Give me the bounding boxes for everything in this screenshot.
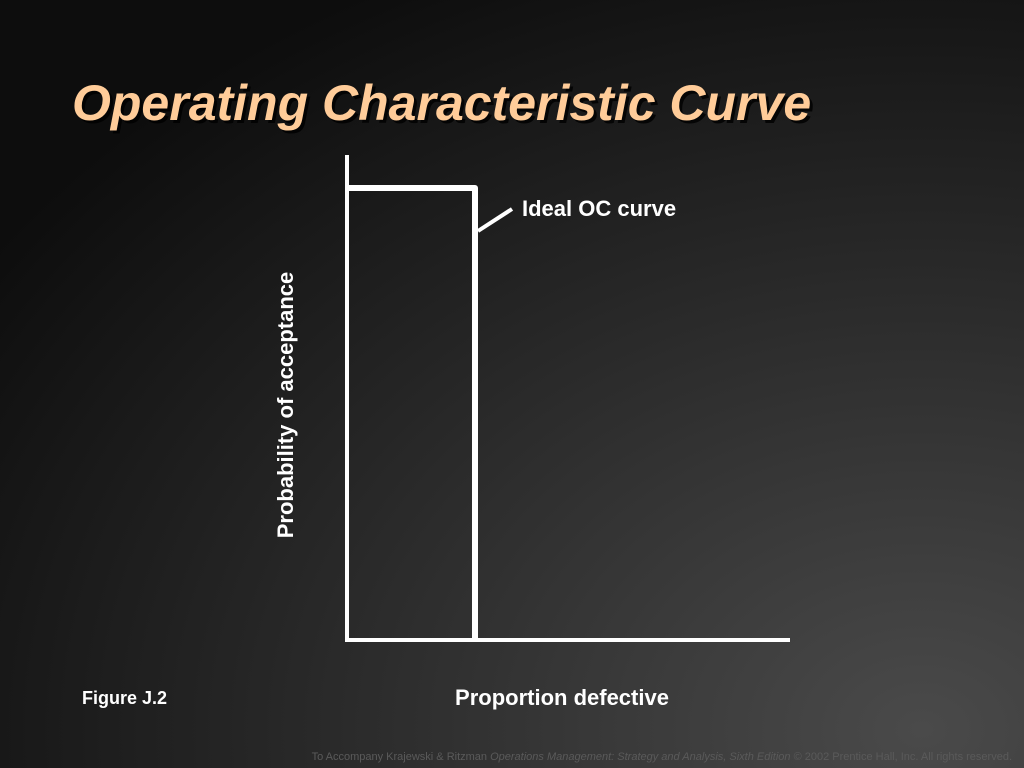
title: Operating Characteristic Curve: [72, 75, 811, 131]
diagram: [345, 155, 790, 642]
y-axis-label: Probability of acceptance: [273, 272, 298, 539]
footer-prefix: To Accompany Krajewski & Ritzman: [312, 751, 491, 763]
x-axis-label: Proportion defective: [455, 685, 669, 710]
title-shadow: Operating Characteristic Curve: [75, 78, 814, 134]
figure-label: Figure J.2: [82, 688, 167, 708]
footer-book: Operations Management: Strategy and Anal…: [490, 751, 790, 763]
curve-annotation: Ideal OC curve: [522, 196, 676, 221]
footer-suffix: © 2002 Prentice Hall, Inc. All rights re…: [791, 751, 1012, 763]
leader-line: [476, 207, 514, 233]
ideal-oc-curve: [347, 185, 478, 640]
footer: To Accompany Krajewski & Ritzman Operati…: [312, 751, 1012, 763]
